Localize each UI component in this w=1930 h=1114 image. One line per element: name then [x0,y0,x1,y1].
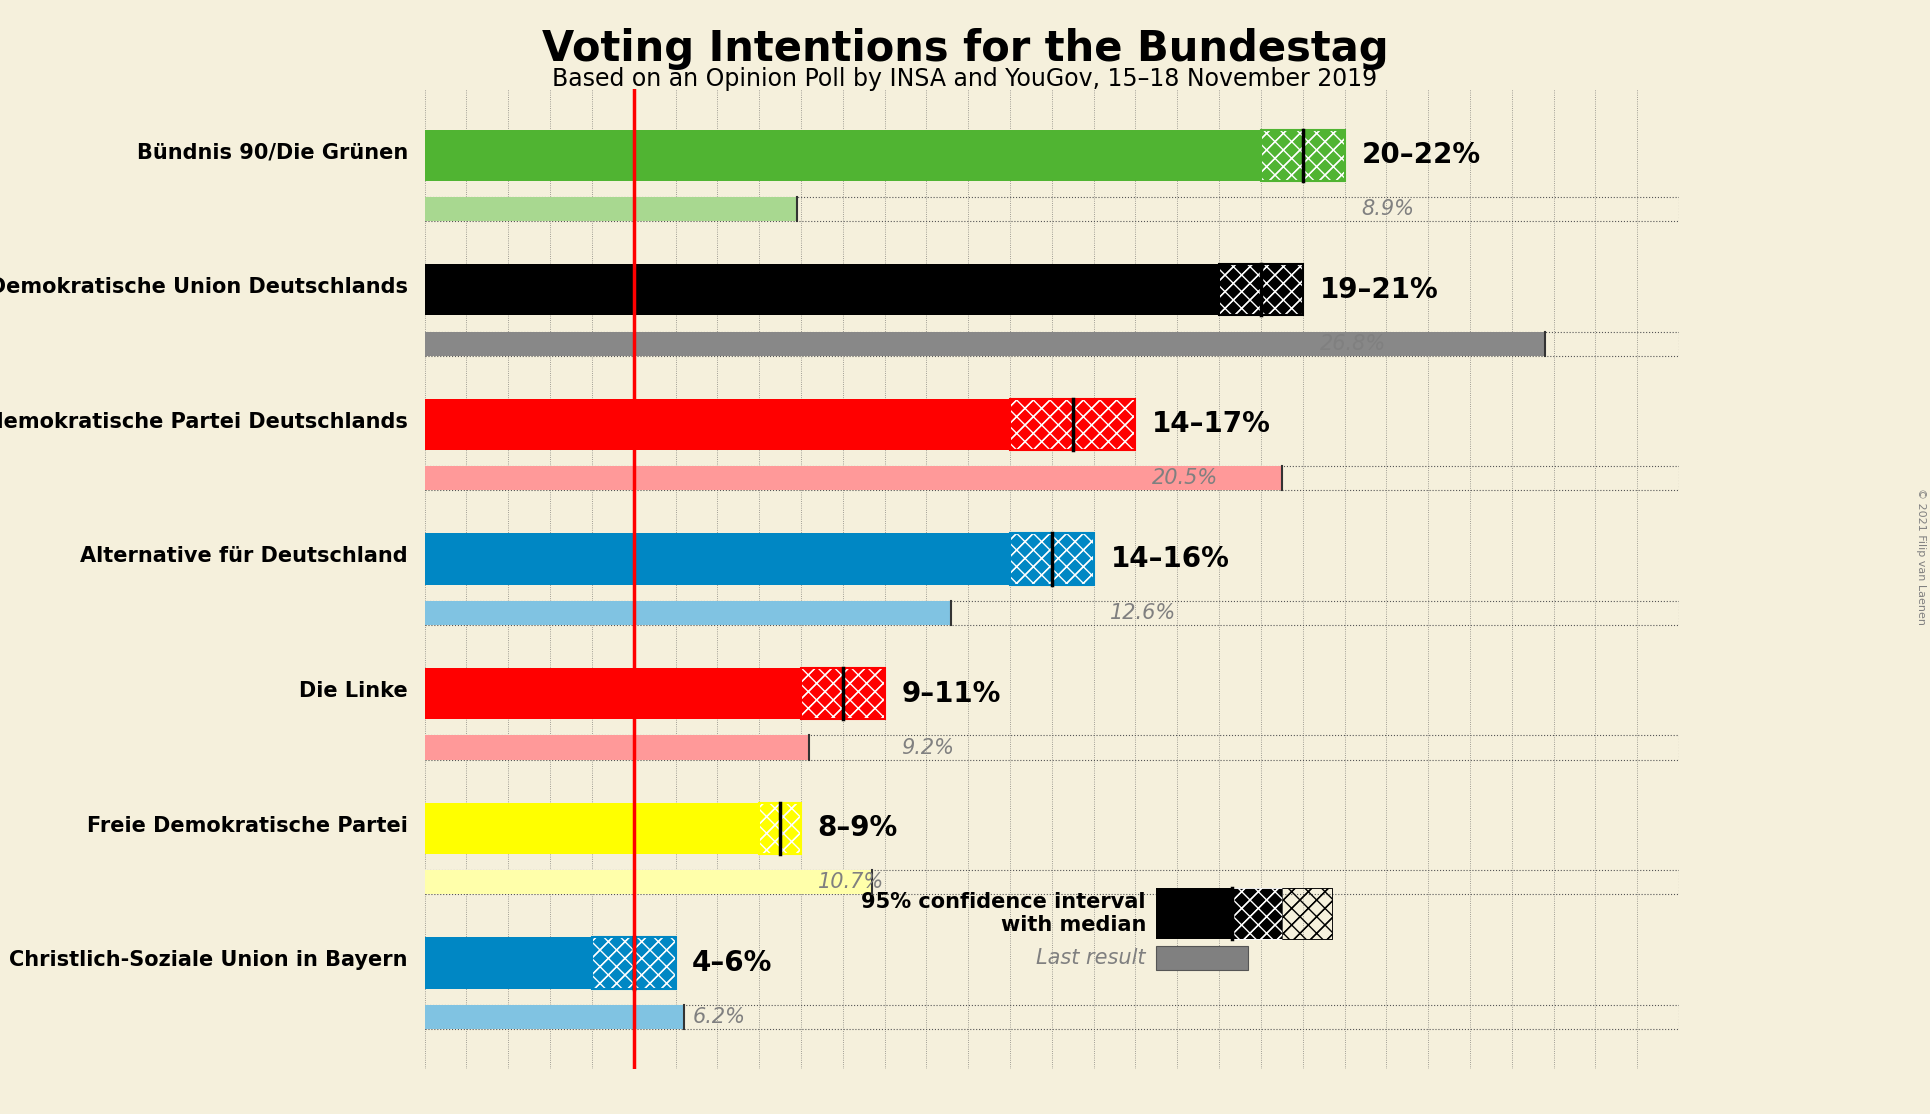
Bar [1009,399,1135,450]
Bar [1009,534,1094,585]
Text: Christlich Demokratische Union Deutschlands: Christlich Demokratische Union Deutschla… [0,277,407,297]
Bar [1260,129,1345,180]
Bar [593,938,676,988]
Bar [425,1005,683,1029]
Bar [425,332,1546,355]
Bar [593,938,676,988]
Text: 9.2%: 9.2% [901,737,953,758]
Text: 9–11%: 9–11% [901,680,1000,707]
Bar [425,534,1009,585]
Bar [425,735,809,760]
Text: 14–16%: 14–16% [1110,545,1229,573]
Bar [593,938,676,988]
Bar [1009,534,1094,585]
Bar [1009,399,1135,450]
Bar [1156,888,1231,939]
Text: © 2021 Filip van Laenen: © 2021 Filip van Laenen [1916,489,1926,625]
Bar [1282,888,1332,939]
Bar [425,600,951,625]
Text: 4–6%: 4–6% [693,949,772,977]
Text: 10.7%: 10.7% [818,872,884,892]
Bar [1260,129,1345,180]
Text: Based on an Opinion Poll by INSA and YouGov, 15–18 November 2019: Based on an Opinion Poll by INSA and You… [552,67,1378,91]
Bar [425,600,1679,625]
Bar [758,803,801,854]
Bar [425,197,1679,221]
Bar [1156,946,1249,970]
Text: 8.9%: 8.9% [1361,199,1415,219]
Bar [758,803,801,854]
Text: Die Linke: Die Linke [299,681,407,701]
Bar [425,399,1009,450]
Text: 95% confidence interval
with median: 95% confidence interval with median [861,891,1146,935]
Bar [1282,888,1332,939]
Bar [1220,264,1303,315]
Text: 19–21%: 19–21% [1320,276,1438,304]
Text: 12.6%: 12.6% [1110,603,1177,623]
Bar [425,264,1220,315]
Bar [758,803,801,854]
Bar [1009,534,1094,585]
Bar [425,870,1679,895]
Bar [425,1005,1679,1029]
Bar [1009,399,1135,450]
Text: Freie Demokratische Partei: Freie Demokratische Partei [87,815,407,836]
Bar [1231,888,1282,939]
Bar [425,129,1260,180]
Bar [1220,264,1303,315]
Bar [425,668,801,720]
Bar [593,938,676,988]
Text: 14–17%: 14–17% [1152,410,1272,439]
Bar [1260,129,1345,180]
Bar [425,803,758,854]
Bar [425,735,1679,760]
Bar [1220,264,1303,315]
Text: Alternative für Deutschland: Alternative für Deutschland [81,546,407,566]
Bar [1231,888,1282,939]
Text: Last result: Last result [1036,948,1146,968]
Text: 20–22%: 20–22% [1361,141,1480,169]
Text: 8–9%: 8–9% [818,814,897,842]
Text: Voting Intentions for the Bundestag: Voting Intentions for the Bundestag [542,28,1388,70]
Bar [425,332,1679,355]
Text: Sozialdemokratische Partei Deutschlands: Sozialdemokratische Partei Deutschlands [0,412,407,432]
Bar [1009,399,1135,450]
Bar [801,668,884,720]
Bar [1220,264,1303,315]
Text: 26.8%: 26.8% [1320,333,1386,353]
Bar [1231,888,1282,939]
Bar [801,668,884,720]
Bar [425,466,1282,490]
Bar [425,938,593,988]
Text: Bündnis 90/Die Grünen: Bündnis 90/Die Grünen [137,143,407,163]
Text: Christlich-Soziale Union in Bayern: Christlich-Soziale Union in Bayern [10,950,407,970]
Bar [425,466,1679,490]
Bar [425,197,797,221]
Bar [425,870,872,895]
Bar [1260,129,1345,180]
Bar [801,668,884,720]
Text: 6.2%: 6.2% [693,1007,745,1027]
Bar [1009,534,1094,585]
Text: 20.5%: 20.5% [1152,468,1218,488]
Bar [801,668,884,720]
Bar [758,803,801,854]
